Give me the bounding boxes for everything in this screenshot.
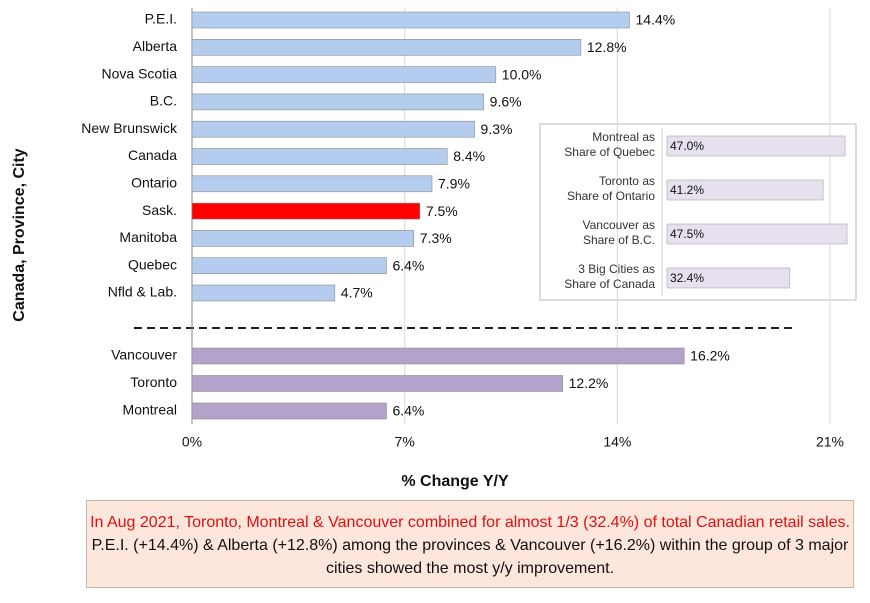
value-label: 16.2% [690,348,730,364]
y-tick-label: Montreal [123,402,177,418]
inset-value-label: 47.5% [670,227,704,241]
bar [191,230,415,247]
bar [191,257,387,275]
y-tick-label: New Brunswick [81,120,178,136]
inset-value-label: 32.4% [670,271,704,285]
y-tick-label: P.E.I. [145,11,177,27]
y-tick-label: Alberta [133,38,178,54]
value-label: 12.8% [587,39,627,55]
note-highlight: In Aug 2021, Toronto, Montreal & Vancouv… [90,514,850,531]
value-label: 12.2% [569,375,609,391]
inset-label: Montreal as Share of Quebec [564,130,655,159]
y-tick-label: Nfld & Lab. [108,284,177,300]
inset-bar [666,179,824,201]
value-label: 9.6% [490,94,522,110]
value-label: 7.9% [438,176,470,192]
bar [191,38,582,56]
y-tick-label: Ontario [131,175,177,191]
y-tick-label: B.C. [150,93,177,109]
bar [191,175,433,193]
bar [191,120,475,138]
x-tick-label: 14% [603,434,631,450]
inset-label: Toronto as Share of Ontario [566,174,655,203]
value-label: 10.0% [502,66,542,82]
value-label: 7.3% [420,230,452,246]
value-label: 6.4% [392,403,424,419]
bar [191,11,630,29]
bar [191,375,563,392]
inset-bar [666,223,848,245]
bar [191,93,484,111]
value-label: 4.7% [341,285,373,301]
value-label: 14.4% [635,12,675,28]
bar [191,402,387,420]
inset-bar [666,135,846,157]
y-tick-label: Canada [128,147,177,163]
x-tick-label: 21% [816,434,844,450]
note-text: P.E.I. (+14.4%) & Alberta (+12.8%) among… [91,537,849,577]
y-tick-label: Vancouver [111,347,177,363]
x-tick-label: 0% [182,434,202,450]
y-tick-label: Toronto [130,374,177,390]
value-label: 8.4% [453,148,485,164]
bar [191,347,685,365]
x-tick-label: 7% [395,434,415,450]
x-axis-label: % Change Y/Y [401,473,509,490]
y-axis-label: Canada, Province, City [11,148,28,321]
y-tick-label: Sask. [142,202,177,218]
inset-label: Vancouver as Share of B.C. [582,218,656,247]
y-tick-label: Nova Scotia [102,65,178,81]
y-tick-label: Quebec [128,256,177,272]
inset-label: 3 Big Cities as Share of Canada [564,262,655,291]
chart: Canada, Province, City % Change Y/Y 0% 7%… [11,8,857,490]
bar [191,202,421,220]
bar [191,284,336,302]
value-label: 6.4% [392,257,424,273]
value-label: 9.3% [481,121,513,137]
value-label: 7.5% [426,203,458,219]
note: In Aug 2021, Toronto, Montreal & Vancouv… [86,500,854,588]
bar [191,148,448,165]
bar [191,66,497,83]
inset-value-label: 47.0% [670,139,704,153]
inset-value-label: 41.2% [670,183,704,197]
inset-bar [666,267,791,289]
y-tick-label: Manitoba [119,229,177,245]
